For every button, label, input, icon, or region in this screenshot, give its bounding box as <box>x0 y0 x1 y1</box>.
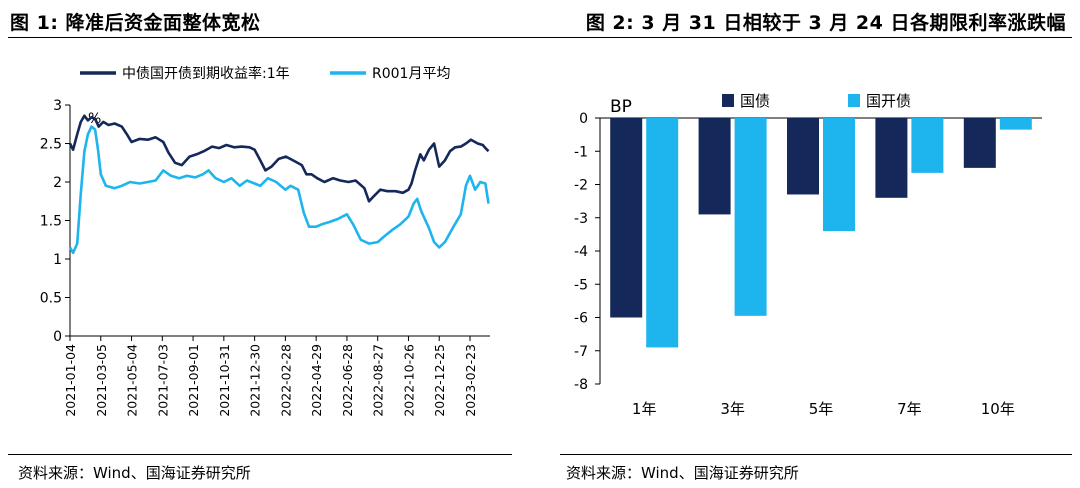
chart-2-title: 图 2: 3 月 31 日相较于 3 月 24 日各期限利率涨跌幅 <box>585 12 1066 34</box>
y-tick-label: 0.5 <box>40 291 62 307</box>
y-tick-label: 0 <box>53 329 62 345</box>
chart-1-title: 图 1: 降准后资金面整体宽松 <box>10 12 261 34</box>
x-tick-label: 2023-02-23 <box>463 344 478 417</box>
source-note-2: 资料来源：Wind、国海证券研究所 <box>566 464 799 482</box>
bar-chart: 0 -1 -2 -3 -4 -5 -6 -7 -8 BP 1年 3年 5年 7年 10年 国债 国开债 <box>574 92 1042 418</box>
x-category-label: 5年 <box>809 400 834 418</box>
footer-rule-left <box>8 454 512 455</box>
bar-2-1 <box>646 118 679 348</box>
y-tick-label: -3 <box>574 211 588 227</box>
x-tick-label: 2022-06-28 <box>340 344 355 417</box>
x-tick-label: 2021-01-04 <box>63 344 78 417</box>
x-tick-label: 2022-10-26 <box>401 344 416 417</box>
x-tick-label: 2021-05-04 <box>125 344 140 417</box>
y-tick-label: 2 <box>53 175 62 191</box>
y-tick-label: 1 <box>53 252 62 268</box>
legend-swatch-2 <box>848 94 860 107</box>
y-tick-label: -6 <box>574 311 588 327</box>
y-tick-label: -4 <box>574 244 588 260</box>
y-tick-label: 2.5 <box>40 137 62 153</box>
x-tick-label: 2021-09-01 <box>186 344 201 417</box>
bar-1-2 <box>698 118 731 215</box>
legend-label-1: 国债 <box>740 92 770 110</box>
y-tick-label: 0 <box>579 111 588 127</box>
bar-1-5 <box>963 118 996 168</box>
bar-2-3 <box>823 118 855 232</box>
x-tick-label: 2022-04-29 <box>309 344 324 417</box>
y-tick-label: -1 <box>574 144 588 160</box>
unit-label: BP <box>610 97 632 117</box>
x-category-label: 1年 <box>632 400 657 418</box>
x-tick-label: 2021-10-31 <box>217 344 232 417</box>
x-category-label: 10年 <box>981 400 1015 418</box>
header-rule <box>8 37 1072 38</box>
x-tick-label: 2022-08-27 <box>371 344 386 417</box>
y-tick-label: 1.5 <box>40 214 62 230</box>
x-tick-label: 2022-02-28 <box>278 344 293 417</box>
bar-1-4 <box>875 118 908 198</box>
bar-1-1 <box>610 118 643 318</box>
bar-1-3 <box>787 118 819 195</box>
y-tick-label: -2 <box>574 178 588 194</box>
source-note-1: 资料来源：Wind、国海证券研究所 <box>18 464 251 482</box>
y-tick-label: -7 <box>574 344 588 360</box>
x-tick-label: 2021-03-05 <box>94 344 109 417</box>
series-line-2 <box>68 125 490 255</box>
x-category-label: 3年 <box>720 400 745 418</box>
y-tick-label: 3 <box>53 98 62 114</box>
y-tick-label: -5 <box>574 277 588 293</box>
x-tick-label: 2021-12-30 <box>248 344 263 417</box>
x-category-label: 7年 <box>897 400 922 418</box>
legend-label-2: R001月平均 <box>372 66 450 82</box>
bar-2-5 <box>999 118 1032 130</box>
line-chart: 00.511.522.53%2021-01-04 2021-03-05 2021-0… <box>40 65 490 417</box>
legend-swatch-1 <box>722 94 734 107</box>
series-line-1 <box>68 114 490 203</box>
x-tick-label: 2022-12-25 <box>432 344 447 417</box>
footer-rule-right <box>560 454 1072 455</box>
bar-2-2 <box>734 118 767 316</box>
x-tick-label: 2021-07-03 <box>155 344 170 417</box>
y-tick-label: -8 <box>574 377 588 393</box>
legend-label-2: 国开债 <box>866 92 911 110</box>
bar-2-4 <box>911 118 944 173</box>
legend-label-1: 中债国开债到期收益率:1年 <box>122 65 290 82</box>
